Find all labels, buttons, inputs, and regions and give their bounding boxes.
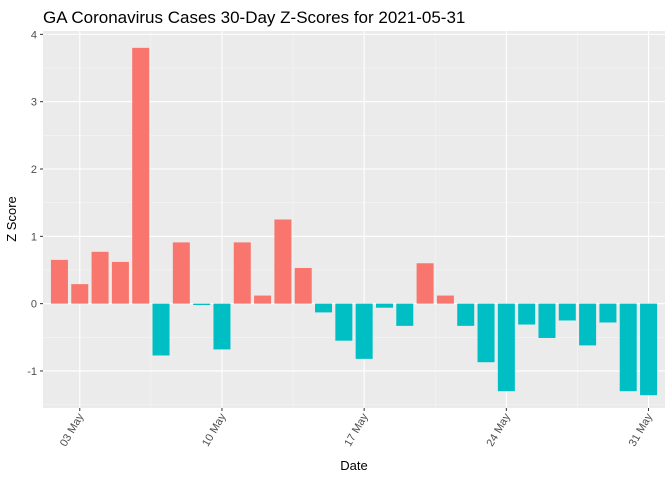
bar [91,251,109,304]
bar [315,303,333,313]
bar [355,303,373,359]
bar [132,47,150,304]
bar [538,303,556,338]
x-axis-title: Date [340,458,367,473]
bar [254,295,272,304]
bar [172,242,190,304]
x-tick-label: 31 May [627,411,656,449]
y-axis-title: Z Score [4,196,19,242]
bar [619,303,637,392]
x-tick-label: 24 May [485,411,514,449]
bar [274,219,292,304]
bar [50,259,68,304]
x-tick-label: 10 May [200,411,229,449]
y-tick-label: 4 [31,29,37,41]
y-tick-label: -1 [27,366,37,378]
bar [396,303,414,326]
bar [375,303,393,308]
bar [152,303,170,356]
bar [71,284,89,304]
x-tick-label: 03 May [58,411,87,449]
bar [640,303,658,396]
bar [213,303,231,350]
x-axis-ticks: 03 May 10 May 17 May 24 May 31 May [58,408,655,449]
chart-title: GA Coronavirus Cases 30-Day Z-Scores for… [43,8,465,27]
bars [50,47,658,396]
y-tick-label: 1 [31,231,37,243]
bar [294,267,312,304]
bar [558,303,576,321]
x-tick-label: 17 May [342,411,371,449]
bar [457,303,475,326]
bar [579,303,597,346]
y-tick-label: 0 [31,299,37,311]
bar [518,303,536,325]
bar [193,303,211,305]
bar [111,261,129,304]
bar [436,295,454,304]
bar [416,263,434,304]
bar [477,303,495,363]
bar [233,242,251,304]
bar [335,303,353,341]
y-tick-label: 3 [31,97,37,109]
y-axis-ticks: -1 0 1 2 3 4 [27,29,43,378]
bar [599,303,617,323]
y-tick-label: 2 [31,164,37,176]
bar [497,303,515,392]
